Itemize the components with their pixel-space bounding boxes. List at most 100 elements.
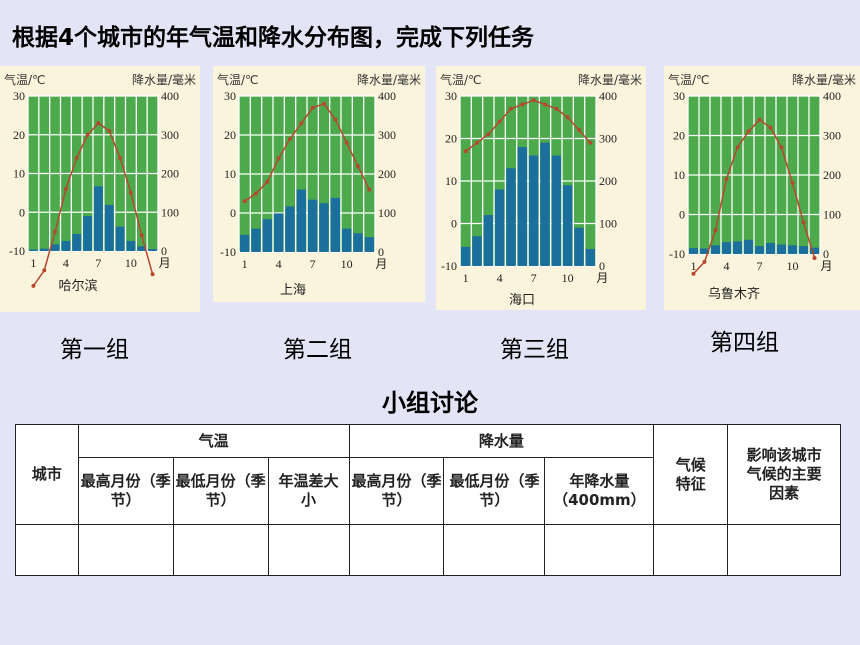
subheader-text: 最高月份（季节） — [80, 472, 171, 509]
temp-tick-label: 10 — [13, 167, 25, 181]
x-axis-label: 月 — [375, 257, 387, 271]
temp-point — [118, 156, 123, 160]
city-name: 哈尔滨 — [58, 278, 97, 294]
subheader-text: 最低月份（季节） — [449, 472, 540, 509]
precip-tick-label: 100 — [823, 208, 841, 222]
precip-bar — [700, 248, 709, 254]
precip-axis-label: 降水量/毫米 — [357, 72, 421, 87]
subheader-text: 最低月份（季节） — [175, 472, 266, 509]
precip-bar — [585, 249, 595, 266]
precip-bar — [755, 246, 764, 254]
temp-axis-label: 气温/℃ — [440, 72, 482, 87]
temp-tick-label: -10 — [220, 245, 236, 259]
temp-tick-label: 10 — [673, 168, 685, 182]
temp-point — [85, 132, 90, 137]
city-name: 乌鲁木齐 — [708, 286, 760, 302]
precip-bar — [50, 244, 60, 251]
temp-point — [463, 149, 468, 154]
temp-point — [42, 268, 47, 273]
temp-axis-label: 气温/℃ — [217, 72, 259, 87]
precip-axis-label: 降水量/毫米 — [132, 72, 196, 87]
precip-tick-label: 300 — [599, 132, 617, 146]
precip-bar — [137, 246, 147, 251]
x-axis-label: 月 — [821, 259, 833, 273]
temp-line — [465, 99, 591, 152]
temp-axis-label: 气温/℃ — [668, 72, 710, 87]
header-precipitation: 降水量 — [348, 424, 655, 458]
header-temperature: 气温 — [77, 424, 350, 458]
x-tick-label: 10 — [562, 271, 574, 285]
x-tick-label: 1 — [30, 256, 36, 270]
x-tick-label: 1 — [242, 257, 248, 271]
answer-cell-temp-min[interactable] — [172, 524, 269, 576]
answer-cell-precip-min[interactable] — [443, 524, 546, 576]
temp-point — [565, 115, 570, 120]
precip-bar — [353, 233, 363, 252]
answer-cell-factors[interactable] — [727, 524, 841, 576]
precip-bar — [364, 237, 374, 252]
temp-point — [497, 119, 502, 124]
subheader-annual-range: 年温差大小 — [267, 457, 350, 525]
precip-bar — [342, 228, 352, 252]
precip-tick-label: 400 — [378, 89, 396, 103]
temp-tick-label: 30 — [673, 89, 685, 103]
precip-tick-label: 0 — [599, 259, 605, 273]
temp-point — [150, 272, 155, 277]
precip-tick-label: 200 — [161, 167, 179, 181]
precip-bar — [563, 185, 573, 266]
temp-point — [288, 136, 292, 141]
temp-point — [509, 106, 513, 111]
temp-point — [735, 145, 740, 150]
group-label-2: 第二组 — [283, 337, 352, 363]
precip-bar — [799, 246, 808, 254]
precip-bar — [126, 240, 136, 251]
precip-bar — [744, 239, 753, 254]
answer-cell-precip-max[interactable] — [348, 524, 445, 576]
header-city: 城市 — [15, 424, 79, 525]
group-label-3: 第三组 — [500, 337, 569, 363]
header-climate-features-text: 气候特征 — [675, 455, 706, 493]
temp-point — [53, 229, 58, 234]
precip-bar — [733, 241, 742, 254]
temp-tick-label: 20 — [673, 129, 685, 143]
precip-bar — [240, 234, 250, 252]
x-tick-label: 1 — [691, 259, 697, 273]
temp-tick-label: -10 — [441, 259, 457, 273]
header-main-factors: 影响该城市气候的主要因素 — [727, 424, 841, 525]
x-axis-label: 月 — [159, 256, 171, 270]
precip-bar — [148, 249, 157, 251]
precip-bar — [540, 142, 550, 266]
precip-bar — [296, 189, 306, 252]
temp-point — [531, 98, 536, 103]
precip-bar — [72, 233, 82, 251]
page-title: 根据4个城市的年气温和降水分布图，完成下列任务 — [12, 25, 535, 51]
city-name: 上海 — [280, 283, 306, 298]
answer-cell-city[interactable] — [15, 524, 79, 576]
temp-tick-label: 0 — [19, 205, 25, 219]
chart-shanghai: 30 400 20 300 10 200 0 100 -10 0 气温/℃ 降水量/毫米 1 4 7 10 月上… — [213, 66, 425, 302]
x-tick-label: 4 — [724, 259, 730, 273]
temp-point — [577, 128, 581, 132]
x-tick-label: 7 — [95, 256, 101, 270]
temp-point — [588, 140, 593, 145]
answer-cell-climate[interactable] — [653, 524, 729, 576]
precip-bar — [274, 213, 284, 252]
temp-point — [543, 102, 547, 107]
answer-cell-temp-max[interactable] — [77, 524, 174, 576]
precip-bar — [39, 248, 49, 251]
precip-tick-label: 0 — [161, 244, 167, 258]
subheader-text: 年降水量（400mm） — [553, 472, 646, 509]
answer-cell-temp-range[interactable] — [267, 524, 350, 576]
temp-point — [128, 190, 133, 195]
precip-tick-label: 200 — [599, 174, 617, 188]
temp-tick-label: 0 — [451, 217, 457, 231]
precip-tick-label: 100 — [161, 205, 179, 219]
temp-tick-label: 20 — [224, 128, 236, 142]
temp-point — [757, 117, 762, 122]
group-label-4: 第四组 — [710, 330, 779, 356]
precip-axis-label: 降水量/毫米 — [792, 72, 856, 87]
answer-cell-annual-precip[interactable] — [544, 524, 655, 576]
subheader-temp-max-month: 最高月份（季节） — [77, 457, 174, 525]
x-tick-label: 4 — [276, 257, 282, 271]
precip-bar — [766, 242, 775, 254]
